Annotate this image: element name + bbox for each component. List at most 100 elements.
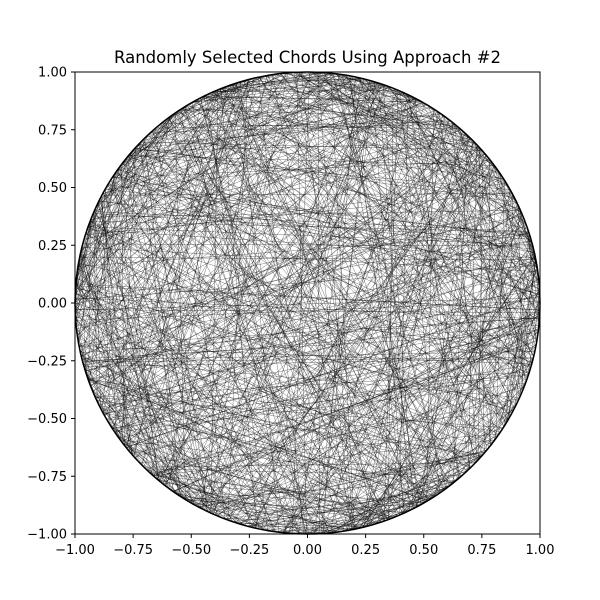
chord-line [114, 316, 540, 432]
chord-line [118, 168, 529, 374]
chord-line [128, 155, 511, 190]
chord-line [213, 83, 381, 515]
chord-line [414, 97, 496, 168]
chord-line [273, 74, 526, 384]
chord-line [74, 308, 185, 500]
chord-line [176, 112, 388, 521]
y-axis: −1.00 −0.75 −0.50 −0.25 0.00 0.25 0.50 0.75 1.00 [27, 66, 75, 543]
chord-line [346, 75, 461, 477]
chord-line [94, 112, 439, 397]
chord-line [75, 309, 540, 313]
chord-line [132, 142, 475, 152]
chord-line [155, 128, 400, 516]
chord-line [75, 297, 540, 311]
chord-line [246, 485, 450, 527]
chord-line [463, 357, 534, 474]
chord-line [75, 110, 179, 287]
chord-line [90, 220, 529, 233]
chord-line [230, 84, 414, 509]
chord-line [140, 142, 349, 531]
chord-line [188, 104, 538, 340]
chord-line [210, 74, 274, 513]
chord-line [119, 166, 534, 356]
chord-line [76, 82, 240, 277]
chord-line [173, 316, 540, 492]
chord-line [75, 281, 220, 517]
chord-line [82, 350, 535, 361]
chord-line [80, 251, 159, 481]
chord-line [205, 95, 538, 267]
chord-line [323, 225, 527, 534]
chord-line [201, 97, 418, 100]
chord-line [373, 455, 482, 525]
chord-line [291, 72, 439, 494]
chord-line [122, 163, 472, 468]
chord-line [210, 150, 482, 514]
chord-line [385, 385, 525, 521]
chord-line [178, 100, 420, 111]
chord-line [74, 299, 274, 532]
chord-line [90, 220, 496, 439]
chord-line [161, 123, 330, 534]
chord-line [232, 84, 446, 490]
chord-line [454, 123, 492, 445]
chord-line [74, 296, 375, 525]
chord-line [90, 220, 452, 485]
chord-line [107, 373, 529, 421]
chord-line [181, 108, 226, 519]
chord-line [346, 141, 474, 531]
chord-line [438, 112, 487, 451]
chord-line [81, 77, 357, 249]
chord-line [86, 154, 486, 377]
chord-line [287, 72, 508, 186]
chord-line [388, 86, 533, 244]
chord-line [406, 93, 531, 370]
chord-line [243, 80, 507, 423]
chord-line [92, 214, 257, 529]
chord-line [111, 427, 372, 526]
chord-line [81, 249, 195, 505]
chord-line [216, 328, 539, 516]
chord-line [78, 262, 183, 498]
chord-line [114, 382, 526, 433]
chord-line [394, 88, 476, 464]
chord-line [199, 215, 523, 508]
chord-line [483, 152, 537, 265]
chord-line [88, 270, 538, 380]
chord-line [140, 463, 291, 534]
chord-line [78, 187, 107, 342]
chord-line [100, 409, 206, 511]
chord-line [232, 155, 487, 522]
chord-line [131, 151, 540, 289]
chord-line [75, 285, 540, 310]
chord-line [426, 108, 434, 502]
chord-line [115, 433, 182, 498]
chord-line [208, 454, 483, 513]
chord-line [75, 206, 97, 286]
chord-line [173, 319, 540, 493]
chord-line [320, 80, 372, 534]
chord-line [104, 78, 255, 417]
chord-line [74, 302, 488, 450]
x-tick-label: 0.00 [293, 543, 322, 558]
chord-line [145, 137, 437, 496]
chord-line [75, 310, 465, 474]
chord-line [75, 81, 243, 292]
chord-line [250, 427, 504, 528]
chord-line [239, 346, 536, 524]
chord-line [102, 194, 509, 421]
chord-line [157, 126, 514, 411]
chord-line [354, 212, 522, 530]
chord-line [111, 178, 328, 534]
chord-line [377, 141, 474, 524]
chord-line [75, 310, 241, 525]
chord-line [258, 76, 481, 458]
chord-line [123, 147, 480, 446]
chord-line [354, 76, 533, 243]
y-tick-label: 0.25 [38, 239, 67, 254]
chord-line [322, 76, 356, 534]
chord-line [366, 130, 463, 527]
chord-line [112, 176, 535, 253]
chord-line [269, 74, 527, 226]
chord-line [179, 84, 382, 497]
